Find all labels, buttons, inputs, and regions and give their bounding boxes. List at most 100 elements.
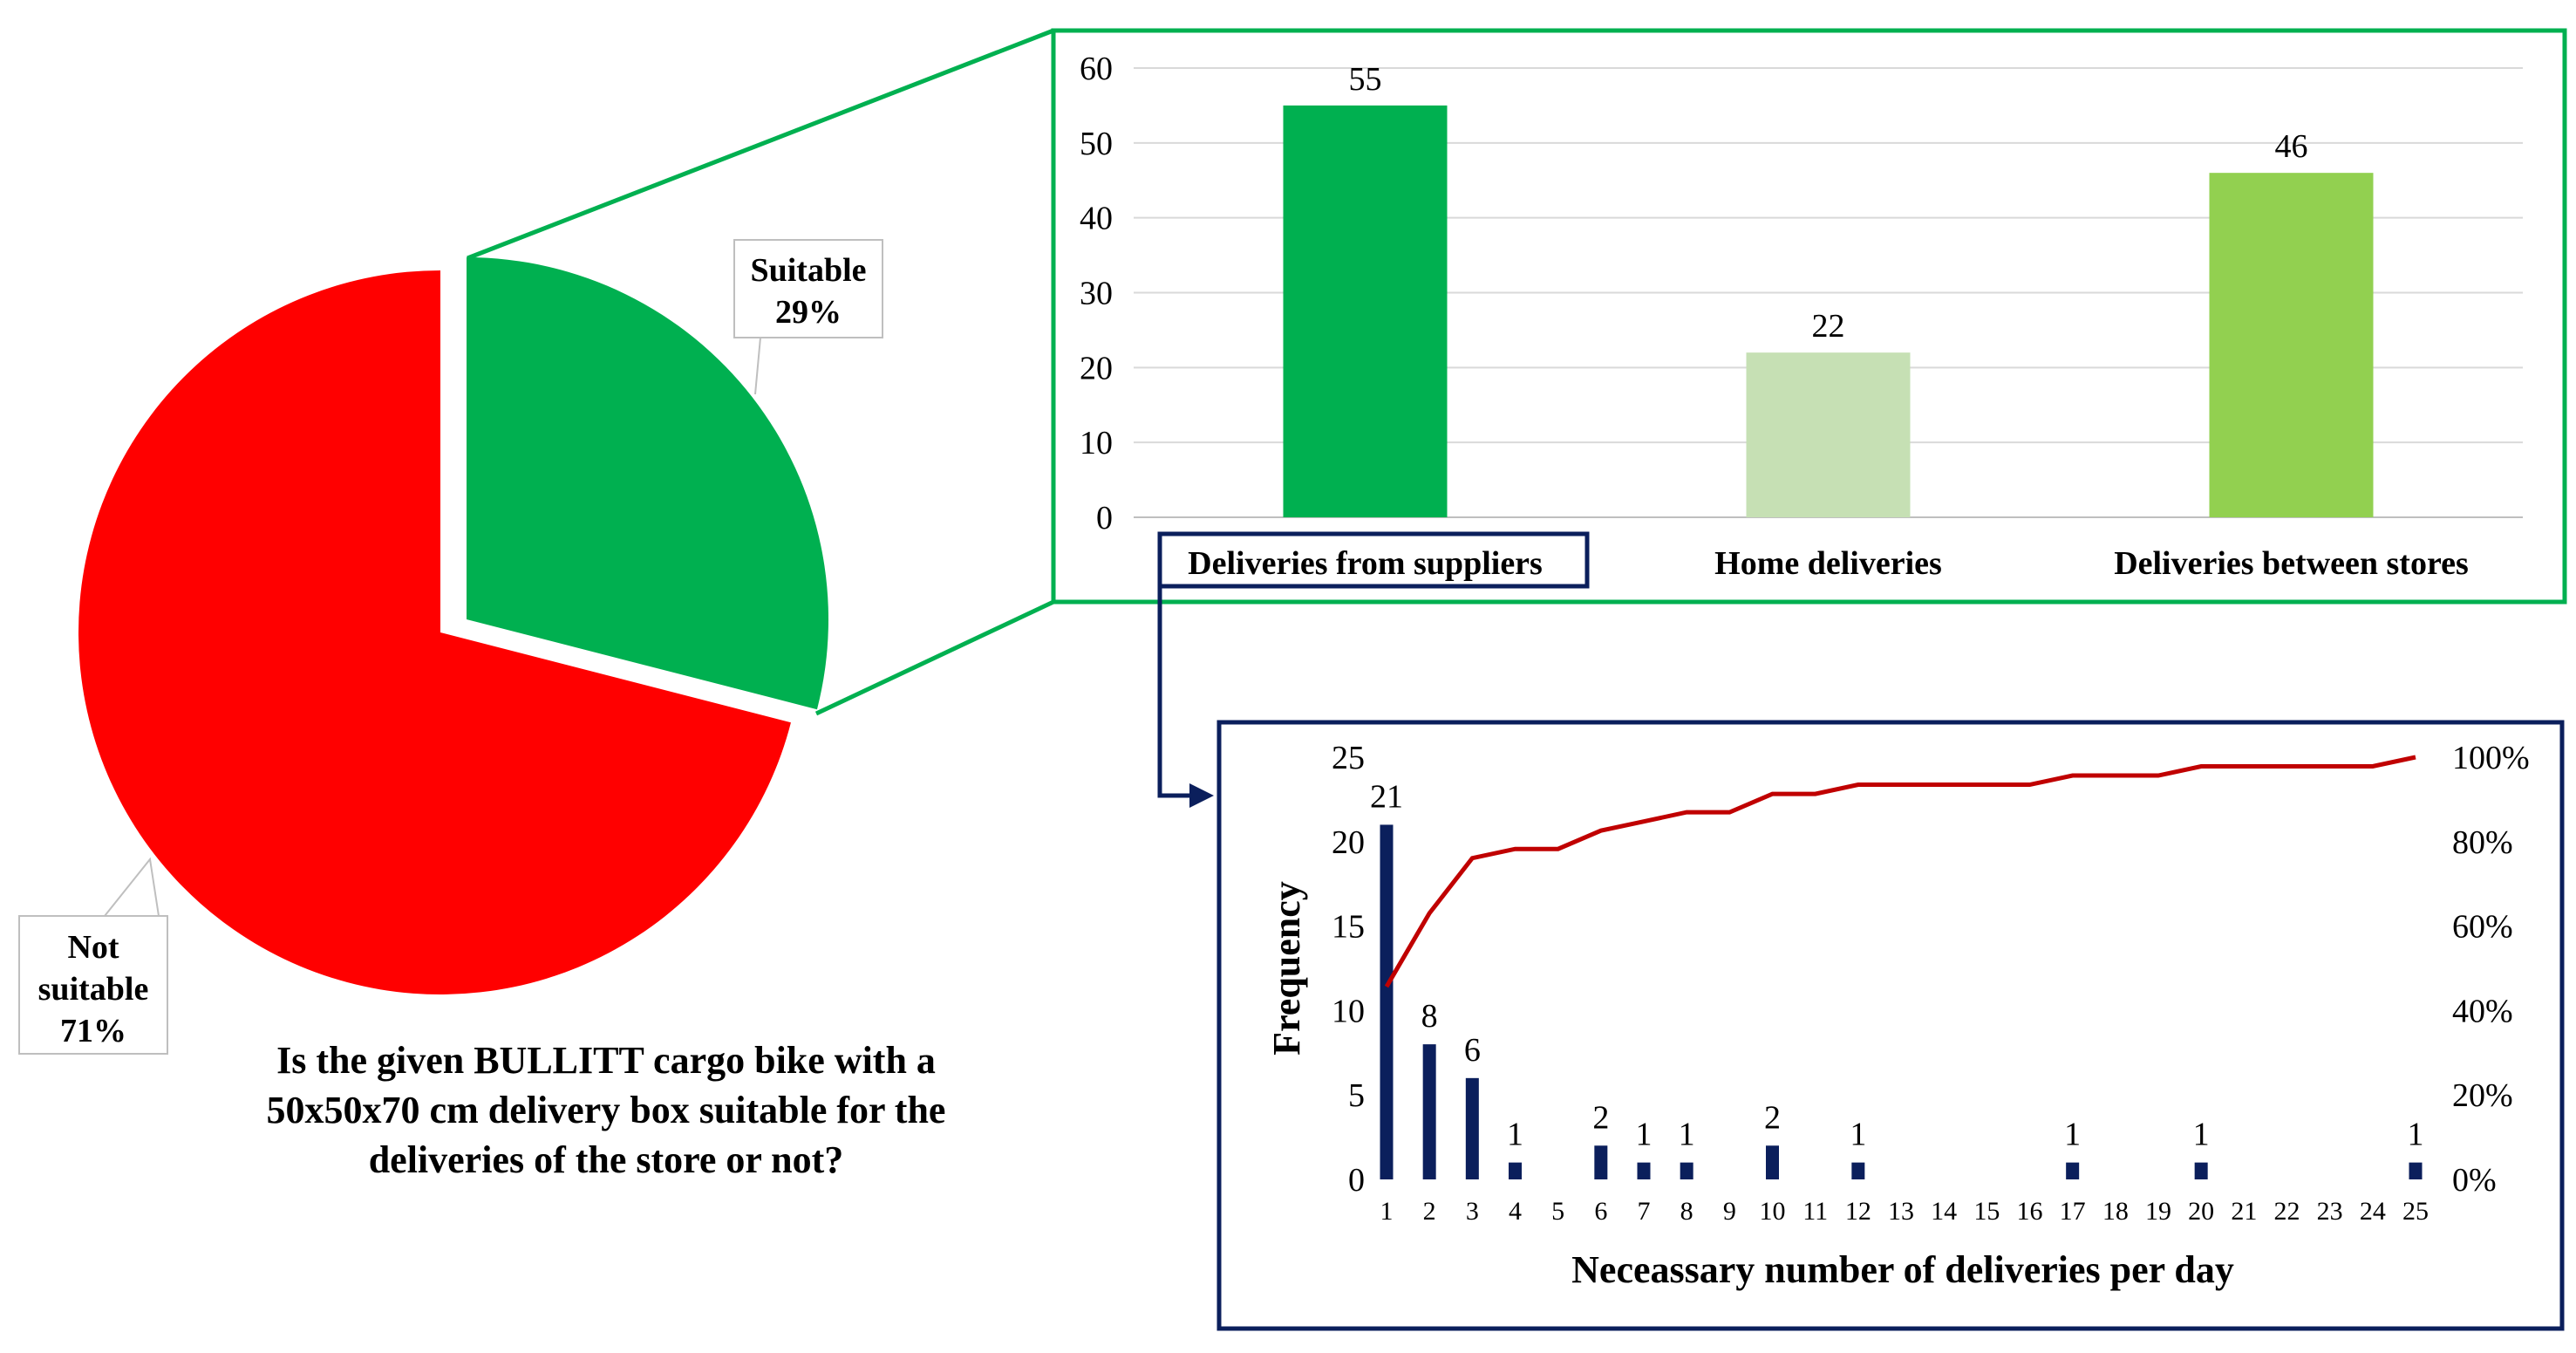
x-tick-label: 19 — [2145, 1197, 2171, 1226]
histogram-x-axis-title: Neceassary number of deliveries per day — [1571, 1248, 2234, 1291]
frequency-bar — [2194, 1162, 2208, 1179]
pie-title-line-3: deliveries of the store or not? — [369, 1138, 844, 1181]
frequency-data-label: 1 — [2408, 1117, 2424, 1153]
percent-tick-label: 0% — [2452, 1162, 2497, 1199]
x-tick-label: 7 — [1638, 1197, 1651, 1226]
percent-tick-label: 100% — [2452, 740, 2530, 776]
frequency-bar — [1509, 1162, 1522, 1179]
not-suitable-leader — [104, 857, 160, 917]
x-tick-label: 8 — [1680, 1197, 1693, 1226]
frequency-bar — [1766, 1145, 1779, 1179]
suitable-label: Suitable — [750, 252, 866, 289]
percent-tick-label: 20% — [2452, 1077, 2513, 1114]
pie-title-line-1: Is the given BULLITT cargo bike with a — [276, 1039, 936, 1082]
y-tick-label: 60 — [1080, 51, 1113, 87]
percent-tick-label: 80% — [2452, 824, 2513, 861]
x-tick-label: 21 — [2231, 1197, 2257, 1226]
x-tick-label: 3 — [1466, 1197, 1479, 1226]
x-tick-label: 14 — [1931, 1197, 1957, 1226]
x-tick-label: 10 — [1760, 1197, 1786, 1226]
histogram-y-axis-title: Frequency — [1265, 881, 1308, 1056]
x-tick-label: 5 — [1551, 1197, 1564, 1226]
pie-chart — [78, 257, 828, 994]
x-tick-label: 23 — [2317, 1197, 2343, 1226]
cumulative-percent-line — [1384, 755, 2416, 988]
frequency-bar — [1380, 824, 1394, 1179]
zoom-line-top — [467, 28, 1054, 261]
frequency-data-label: 1 — [1850, 1117, 1866, 1153]
frequency-bar — [1594, 1145, 1608, 1179]
y-tick-label: 30 — [1080, 276, 1113, 312]
frequency-data-label: 1 — [1636, 1117, 1653, 1153]
not-suitable-percent: 71% — [60, 1013, 126, 1049]
y-tick-label: 50 — [1080, 126, 1113, 162]
pie-labels: Suitable 29% Not suitable 71% — [18, 239, 883, 1055]
frequency-data-label: 8 — [1421, 998, 1438, 1035]
not-suitable-label-box — [18, 915, 168, 1055]
bar-chart-labels: 0 10 20 30 40 50 60 55 Deliveries from suppliers… — [1080, 51, 2469, 582]
x-tick-label: 13 — [1888, 1197, 1914, 1226]
bar-chart-frame — [1051, 28, 2567, 605]
not-suitable-label-line1: Not — [67, 929, 119, 966]
frequency-bar — [1680, 1162, 1693, 1179]
bar-value-label: 22 — [1812, 308, 1845, 345]
frequency-data-label: 6 — [1464, 1032, 1481, 1069]
x-tick-label: 15 — [1973, 1197, 2000, 1226]
zoom-line-bottom — [814, 599, 1055, 716]
x-tick-label: 22 — [2274, 1197, 2300, 1226]
frequency-bar — [1851, 1162, 1865, 1179]
y-tick-label: 0 — [1096, 500, 1113, 536]
frequency-bar — [1422, 1044, 1436, 1179]
x-tick-label: 16 — [2017, 1197, 2043, 1226]
bar-chart-bars — [1283, 105, 2374, 518]
frequency-data-label: 2 — [1764, 1099, 1781, 1136]
suitable-label-box — [733, 239, 883, 338]
x-tick-label: 25 — [2402, 1197, 2429, 1226]
frequency-bar — [1465, 1077, 1479, 1179]
suitable-leader — [750, 337, 762, 395]
bar-value-label: 46 — [2275, 128, 2308, 165]
histogram-bars — [1380, 824, 2423, 1179]
bar-value-label: 55 — [1349, 61, 1382, 98]
frequency-tick-label: 5 — [1348, 1077, 1365, 1114]
frequency-tick-label: 25 — [1332, 740, 1365, 776]
connector-arrowhead — [1189, 783, 1214, 808]
frequency-tick-label: 20 — [1332, 824, 1365, 861]
y-tick-label: 40 — [1080, 201, 1113, 237]
pie-slice-suitable — [467, 257, 828, 710]
x-tick-label: 6 — [1594, 1197, 1607, 1226]
frequency-tick-label: 0 — [1348, 1162, 1365, 1199]
connector-arrow-line — [1157, 586, 1202, 798]
highlight-category-box — [1157, 531, 1590, 589]
cumulative-line — [1384, 755, 2416, 988]
frequency-bar — [2409, 1162, 2423, 1179]
suitable-percent: 29% — [775, 294, 842, 331]
frequency-bar — [1637, 1162, 1651, 1179]
frequency-bar — [2066, 1162, 2080, 1179]
x-tick-label: 2 — [1423, 1197, 1436, 1226]
frequency-tick-label: 10 — [1332, 993, 1365, 1029]
percent-tick-label: 40% — [2452, 993, 2513, 1029]
x-tick-label: 18 — [2102, 1197, 2129, 1226]
navy-zoom-callout — [1157, 531, 2565, 1331]
category-label: Deliveries from suppliers — [1188, 545, 1543, 582]
pie-title-line-2: 50x50x70 cm delivery box suitable for th… — [267, 1089, 946, 1131]
green-zoom-callout — [467, 28, 2567, 716]
x-tick-label: 17 — [2060, 1197, 2086, 1226]
frequency-data-label: 1 — [1679, 1117, 1695, 1153]
y-tick-label: 20 — [1080, 350, 1113, 386]
x-tick-label: 11 — [1803, 1197, 1828, 1226]
histogram-frame — [1216, 720, 2565, 1331]
frequency-data-label: 1 — [1507, 1117, 1523, 1153]
pie-slice-not-suitable — [78, 270, 791, 994]
frequency-data-label: 2 — [1592, 1099, 1609, 1136]
y-tick-label: 10 — [1080, 425, 1113, 461]
x-tick-label: 1 — [1380, 1197, 1394, 1226]
category-label: Home deliveries — [1714, 545, 1942, 582]
category-label: Deliveries between stores — [2114, 545, 2469, 582]
percent-tick-label: 60% — [2452, 909, 2513, 946]
frequency-data-label: 1 — [2064, 1117, 2081, 1153]
